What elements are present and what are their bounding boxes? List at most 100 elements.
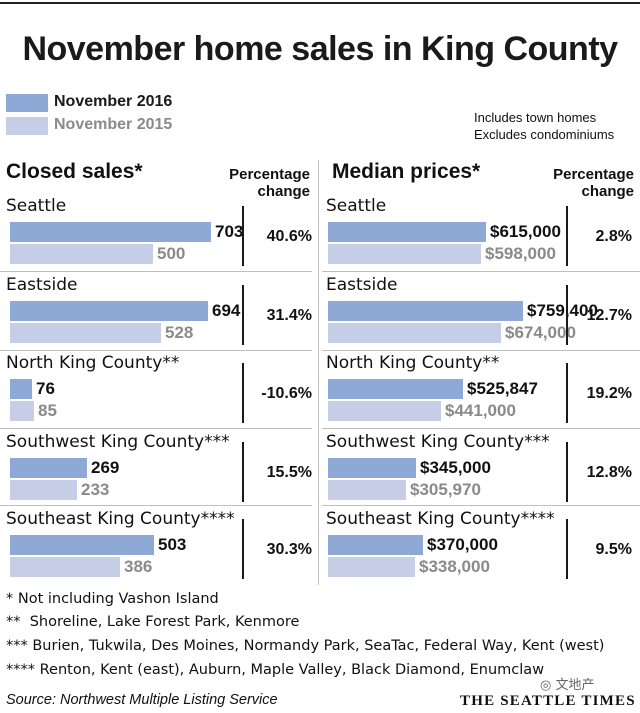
- sales-value-2016: 703: [215, 222, 244, 241]
- legend-label-2015: November 2015: [54, 116, 173, 133]
- legend-label-2016: November 2016: [54, 93, 173, 110]
- price-pct-change: 12.7%: [586, 307, 632, 324]
- sales-region-label: Eastside: [6, 275, 78, 295]
- sales-pct-rule: [242, 363, 244, 423]
- footnote-4: **** Renton, Kent (east), Auburn, Maple …: [6, 662, 545, 678]
- price-value-2015: $674,000: [505, 323, 576, 342]
- sales-value-2016: 269: [91, 458, 120, 477]
- price-pct-rule: [566, 519, 568, 579]
- sales-pct-change: 15.5%: [266, 464, 312, 481]
- sales-bar-2015: [10, 557, 120, 577]
- right-pct-heading-line2: change: [581, 183, 634, 200]
- watermark: ◎ 文地产: [540, 674, 595, 693]
- sales-bar-2016: [10, 301, 208, 321]
- price-value-2016: $345,000: [420, 458, 491, 477]
- price-value-2016: $759,400: [527, 301, 598, 320]
- sales-value-2015: 85: [38, 401, 57, 420]
- price-bar-2016: [328, 222, 486, 242]
- price-row-separator: [322, 350, 640, 351]
- note-condos: Excludes condominiums: [474, 127, 615, 142]
- price-value-2015: $305,970: [410, 480, 481, 499]
- watermark-text: 文地产: [555, 678, 595, 693]
- sales-pct-rule: [242, 519, 244, 579]
- price-pct-change: 19.2%: [586, 385, 632, 402]
- sales-pct-change: 30.3%: [266, 541, 312, 558]
- sales-value-2015: 386: [124, 557, 153, 576]
- left-pct-heading-line2: change: [257, 183, 310, 200]
- price-bar-2015: [328, 244, 481, 264]
- sales-value-2015: 528: [165, 323, 194, 342]
- watermark-icon: ◎: [540, 678, 552, 693]
- price-region-label: Southwest King County***: [326, 432, 550, 452]
- legend-swatch-2015: [6, 117, 48, 135]
- sales-bar-2016: [10, 458, 87, 478]
- sales-pct-change: -10.6%: [261, 385, 312, 402]
- price-bar-2015: [328, 401, 441, 421]
- price-value-2015: $598,000: [485, 244, 556, 263]
- sales-bar-2015: [10, 401, 34, 421]
- sales-bar-2015: [10, 480, 77, 500]
- right-pct-heading-line1: Percentage: [553, 166, 634, 183]
- price-bar-2016: [328, 301, 523, 321]
- price-value-2015: $338,000: [419, 557, 490, 576]
- right-pct-heading: Percentage change: [530, 166, 634, 200]
- brand-logo: THE SEATTLE TIMES: [460, 693, 636, 709]
- price-pct-change: 12.8%: [586, 464, 632, 481]
- footnote-3: *** Burien, Tukwila, Des Moines, Normand…: [6, 638, 605, 654]
- source-note: Source: Northwest Multiple Listing Servi…: [6, 692, 278, 708]
- sales-pct-rule: [242, 285, 244, 345]
- footnote-2: ** Shoreline, Lake Forest Park, Kenmore: [6, 614, 300, 630]
- note-townhomes: Includes town homes: [474, 110, 597, 125]
- sales-bar-2016: [10, 379, 32, 399]
- sales-value-2016: 76: [36, 379, 55, 398]
- sales-region-label: Seattle: [6, 196, 67, 216]
- price-bar-2016: [328, 458, 416, 478]
- sales-region-label: North King County**: [6, 353, 180, 373]
- sales-row-separator: [0, 428, 312, 429]
- legend-swatch-2016: [6, 94, 48, 112]
- left-pct-heading: Percentage change: [210, 166, 310, 200]
- price-bar-2015: [328, 480, 406, 500]
- price-region-label: Southeast King County****: [326, 509, 555, 529]
- sales-bar-2015: [10, 244, 153, 264]
- left-heading: Closed sales*: [6, 160, 143, 183]
- price-bar-2016: [328, 535, 423, 555]
- price-region-label: North King County**: [326, 353, 500, 373]
- chart-title: November home sales in King County: [22, 30, 618, 68]
- sales-bar-2015: [10, 323, 161, 343]
- price-pct-change: 2.8%: [595, 228, 632, 245]
- price-bar-2015: [328, 323, 501, 343]
- price-bar-2015: [328, 557, 415, 577]
- price-pct-rule: [566, 363, 568, 423]
- sales-region-label: Southeast King County****: [6, 509, 235, 529]
- sales-pct-rule: [242, 206, 244, 266]
- price-pct-rule: [566, 442, 568, 502]
- sales-bar-2016: [10, 535, 154, 555]
- sales-value-2016: 694: [212, 301, 241, 320]
- sales-pct-rule: [242, 442, 244, 502]
- panel-divider: [318, 160, 319, 585]
- price-region-label: Eastside: [326, 275, 398, 295]
- price-value-2016: $525,847: [467, 379, 538, 398]
- price-region-label: Seattle: [326, 196, 387, 216]
- sales-row-separator: [0, 350, 312, 351]
- price-pct-rule: [566, 285, 568, 345]
- sales-row-separator: [0, 271, 312, 272]
- price-pct-rule: [566, 206, 568, 266]
- price-value-2016: $370,000: [427, 535, 498, 554]
- price-bar-2016: [328, 379, 463, 399]
- price-pct-change: 9.5%: [595, 541, 632, 558]
- price-value-2016: $615,000: [490, 222, 561, 241]
- sales-bar-2016: [10, 222, 211, 242]
- sales-region-label: Southwest King County***: [6, 432, 230, 452]
- sales-pct-change: 31.4%: [266, 307, 312, 324]
- price-row-separator: [322, 505, 640, 506]
- sales-row-separator: [0, 505, 312, 506]
- sales-value-2016: 503: [158, 535, 187, 554]
- sales-value-2015: 500: [157, 244, 186, 263]
- right-heading: Median prices*: [332, 160, 481, 183]
- footnote-1: * Not including Vashon Island: [6, 591, 219, 607]
- sales-pct-change: 40.6%: [266, 228, 312, 245]
- price-row-separator: [322, 271, 640, 272]
- price-row-separator: [322, 428, 640, 429]
